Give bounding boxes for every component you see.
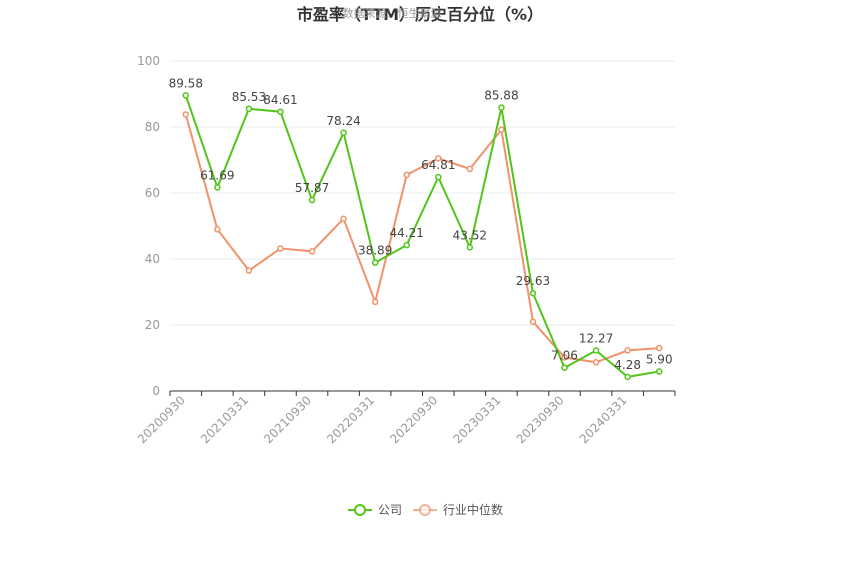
company-point (308, 196, 316, 204)
company-point (624, 373, 631, 381)
company-data-label: 57.87 (295, 181, 329, 195)
company-point (561, 364, 568, 371)
legend-marker (354, 504, 366, 516)
legend-label: 公司 (378, 503, 402, 517)
company-data-label: 38.89 (358, 244, 392, 258)
company-data-label: 84.61 (263, 93, 297, 107)
grid (170, 60, 675, 326)
industry-median-point (529, 318, 537, 325)
x-axis: 20200930 20210331 20210930 20220331 20220930… (135, 390, 676, 446)
y-tick-label: 40 (145, 252, 160, 266)
x-tick-label: 20200930 (135, 393, 188, 446)
y-tick-label: 20 (145, 318, 160, 332)
industry-median-point (403, 171, 410, 179)
company-data-label: 85.88 (484, 89, 518, 103)
x-tick-label: 20240331 (577, 393, 630, 446)
company-data-label: 43.52 (453, 228, 487, 242)
industry-median-point (655, 344, 663, 352)
x-tick-label: 20210930 (261, 393, 314, 446)
company-data-label: 5.90 (646, 353, 673, 367)
industry-median-point (371, 298, 379, 306)
industry-median-point (466, 165, 474, 173)
industry-median-point (561, 354, 568, 361)
company-point (214, 184, 221, 191)
chart-title: 市盈率（TTM）历史百分位（%） (297, 5, 543, 24)
x-tick-label: 20230930 (514, 393, 567, 446)
company-data-label: 64.81 (421, 158, 455, 172)
company-data-label: 7.06 (551, 349, 578, 363)
industry-median-point (308, 248, 316, 255)
y-tick-label: 80 (145, 120, 160, 134)
company-data-label: 61.69 (200, 168, 234, 182)
company-point (466, 244, 474, 251)
company-point (371, 259, 379, 266)
company-point (245, 105, 253, 113)
industry-median-point (277, 245, 284, 252)
company-point (403, 241, 410, 249)
industry-median-point (214, 226, 221, 233)
company-data-label: 89.58 (169, 76, 203, 90)
company-point (435, 173, 442, 181)
industry-median-point (435, 155, 442, 162)
x-tick-label: 20210331 (198, 393, 251, 446)
company-data-label: 29.63 (516, 274, 550, 288)
industry-median-point (245, 267, 253, 274)
company-data-label: 44.21 (390, 226, 424, 240)
legend-marker (419, 504, 431, 516)
y-tick-label: 0 (152, 384, 160, 398)
company-point (182, 92, 190, 99)
y-tick-label: 100 (137, 54, 160, 68)
company-point (655, 368, 663, 375)
industry-median-point (340, 215, 347, 222)
series-layer (182, 92, 663, 381)
company-data-label: 78.24 (326, 114, 360, 128)
legend[interactable]: 公司 行业中位数 (348, 502, 503, 517)
company-data-label: 85.53 (232, 90, 266, 104)
company-line (184, 95, 660, 378)
x-tick-label: 20220930 (387, 393, 440, 446)
legend-label: 行业中位数 (443, 502, 503, 517)
industry-median-point (498, 126, 505, 133)
industry-median-point (592, 359, 600, 366)
company-point (277, 108, 284, 116)
company-point (340, 129, 347, 137)
company-point (592, 347, 600, 354)
company-data-label: 12.27 (579, 332, 613, 346)
industry-median-point (182, 111, 190, 118)
watermark: 数据来源：恒生聚源 (343, 6, 442, 20)
company-point (498, 104, 505, 111)
industry-median-point (624, 347, 631, 354)
company-data-label: 4.28 (614, 358, 641, 372)
x-tick-label: 20220331 (324, 393, 377, 446)
x-tick-label: 20230331 (450, 393, 503, 446)
y-axis: 0 20 40 60 80 100 (137, 54, 160, 398)
company-point (529, 289, 537, 297)
y-tick-label: 60 (145, 186, 160, 200)
